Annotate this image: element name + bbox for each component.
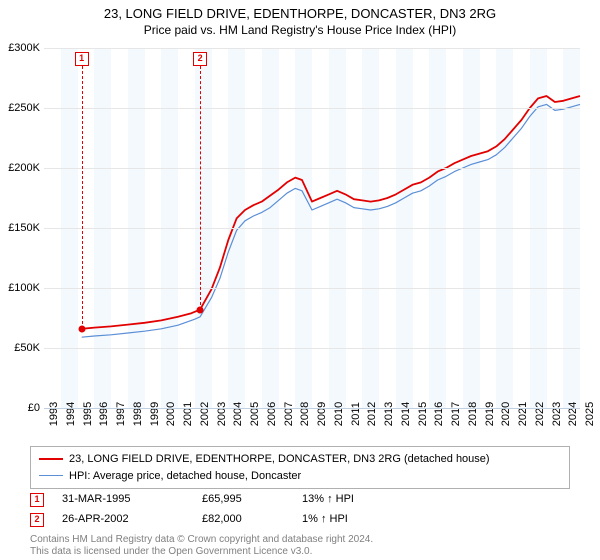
x-axis-label: 1998 — [132, 402, 144, 426]
y-axis-label: £50K — [0, 342, 40, 354]
grid-line — [44, 168, 580, 169]
y-axis-label: £250K — [0, 102, 40, 114]
x-axis-label: 2009 — [316, 402, 328, 426]
x-axis-label: 2021 — [517, 402, 529, 426]
sale-marker-box: 2 — [193, 52, 207, 66]
sale-row: 2 26-APR-2002£82,0001% ↑ HPI — [30, 510, 412, 530]
sale-row-price: £82,000 — [202, 510, 302, 530]
x-axis-label: 2017 — [450, 402, 462, 426]
x-axis-label: 2014 — [400, 402, 412, 426]
grid-line — [44, 288, 580, 289]
x-axis-label: 2007 — [283, 402, 295, 426]
y-axis-label: £300K — [0, 42, 40, 54]
x-axis-label: 2015 — [417, 402, 429, 426]
x-axis-label: 2013 — [383, 402, 395, 426]
y-axis-label: £200K — [0, 162, 40, 174]
x-axis-label: 1996 — [98, 402, 110, 426]
sale-marker-box: 1 — [75, 52, 89, 66]
title-main: 23, LONG FIELD DRIVE, EDENTHORPE, DONCAS… — [0, 6, 600, 23]
legend-swatch — [39, 458, 63, 460]
attribution-line2: This data is licensed under the Open Gov… — [30, 546, 312, 557]
legend-label: 23, LONG FIELD DRIVE, EDENTHORPE, DONCAS… — [69, 451, 490, 468]
attribution-line1: Contains HM Land Registry data © Crown c… — [30, 534, 373, 545]
legend-box: 23, LONG FIELD DRIVE, EDENTHORPE, DONCAS… — [30, 446, 570, 489]
x-axis-line — [44, 408, 580, 409]
x-axis-label: 1994 — [65, 402, 77, 426]
grid-line — [44, 348, 580, 349]
sale-marker-dot — [78, 325, 85, 332]
x-axis-label: 2004 — [232, 402, 244, 426]
title-sub: Price paid vs. HM Land Registry's House … — [0, 23, 600, 39]
x-axis-label: 2008 — [299, 402, 311, 426]
x-axis-label: 2001 — [182, 402, 194, 426]
y-axis-label: £150K — [0, 222, 40, 234]
title-block: 23, LONG FIELD DRIVE, EDENTHORPE, DONCAS… — [0, 0, 600, 38]
sale-row-marker: 2 — [30, 513, 44, 527]
x-axis-label: 2002 — [199, 402, 211, 426]
sale-marker-dot — [197, 306, 204, 313]
sale-row-price: £65,995 — [202, 490, 302, 510]
x-axis-label: 2005 — [249, 402, 261, 426]
x-axis-label: 1995 — [82, 402, 94, 426]
sale-row: 1 31-MAR-1995£65,99513% ↑ HPI — [30, 490, 412, 510]
x-axis-label: 2006 — [266, 402, 278, 426]
legend-swatch — [39, 475, 63, 476]
x-axis-label: 2025 — [584, 402, 596, 426]
chart-plot-area: £0£50K£100K£150K£200K£250K£300K199319941… — [44, 48, 580, 408]
grid-line — [44, 228, 580, 229]
x-axis-label: 2010 — [333, 402, 345, 426]
sale-row-date: 26-APR-2002 — [62, 510, 202, 530]
legend-item: HPI: Average price, detached house, Donc… — [39, 468, 561, 485]
x-axis-label: 2023 — [551, 402, 563, 426]
x-axis-label: 2003 — [216, 402, 228, 426]
x-axis-label: 2022 — [534, 402, 546, 426]
x-axis-label: 2016 — [433, 402, 445, 426]
grid-line — [44, 48, 580, 49]
x-axis-label: 2012 — [366, 402, 378, 426]
legend-item: 23, LONG FIELD DRIVE, EDENTHORPE, DONCAS… — [39, 451, 561, 468]
x-axis-label: 2019 — [484, 402, 496, 426]
x-axis-label: 2018 — [467, 402, 479, 426]
x-axis-label: 2000 — [165, 402, 177, 426]
y-axis-label: £100K — [0, 282, 40, 294]
sale-marker-line — [200, 66, 201, 310]
sale-row-hpi: 1% ↑ HPI — [302, 510, 412, 530]
series-line-price_paid — [82, 96, 580, 329]
x-axis-label: 1997 — [115, 402, 127, 426]
sale-marker-line — [82, 66, 83, 329]
legend-label: HPI: Average price, detached house, Donc… — [69, 468, 301, 485]
sale-row-date: 31-MAR-1995 — [62, 490, 202, 510]
sale-row-marker: 1 — [30, 493, 44, 507]
x-axis-label: 2011 — [350, 402, 362, 426]
x-axis-label: 1993 — [48, 402, 60, 426]
grid-line — [44, 108, 580, 109]
sales-table: 1 31-MAR-1995£65,99513% ↑ HPI 2 26-APR-2002… — [30, 490, 412, 530]
x-axis-label: 1999 — [149, 402, 161, 426]
x-axis-label: 2024 — [567, 402, 579, 426]
x-axis-label: 2020 — [500, 402, 512, 426]
sale-row-hpi: 13% ↑ HPI — [302, 490, 412, 510]
attribution-text: Contains HM Land Registry data © Crown c… — [30, 534, 373, 558]
y-axis-label: £0 — [0, 402, 40, 414]
chart-container: 23, LONG FIELD DRIVE, EDENTHORPE, DONCAS… — [0, 0, 600, 560]
